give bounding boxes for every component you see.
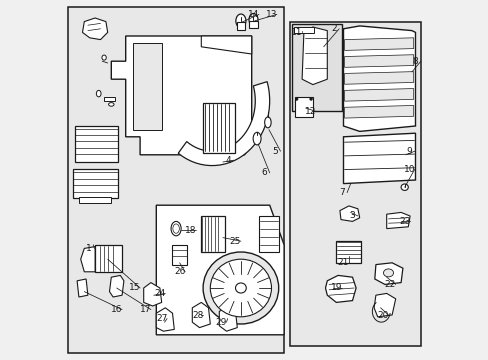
Text: 11: 11 [290,28,302,37]
Ellipse shape [203,252,278,324]
Text: 6: 6 [261,168,266,177]
Polygon shape [339,206,359,221]
Ellipse shape [383,269,393,277]
Polygon shape [343,133,415,184]
Polygon shape [133,43,162,130]
Polygon shape [111,36,251,155]
Polygon shape [156,205,284,335]
Bar [79,197,111,203]
Polygon shape [192,302,210,328]
Bar [201,216,224,252]
Polygon shape [386,212,409,229]
Text: 16: 16 [111,305,122,314]
Text: 22: 22 [384,280,395,289]
Bar [289,22,420,346]
Ellipse shape [295,98,297,100]
Polygon shape [344,72,413,84]
Polygon shape [81,247,95,272]
Ellipse shape [309,98,312,100]
Bar [258,216,278,252]
Polygon shape [109,275,123,297]
Bar [73,169,118,198]
Text: 4: 4 [225,156,231,165]
Text: 2: 2 [330,24,336,33]
Text: 15: 15 [129,284,140,292]
Polygon shape [373,293,395,317]
Polygon shape [77,279,88,297]
Text: 12: 12 [305,107,316,116]
Bar [294,27,313,33]
Bar [75,126,118,162]
Text: 18: 18 [184,226,196,235]
Polygon shape [302,27,326,85]
Ellipse shape [210,259,271,317]
Text: 21: 21 [337,258,348,267]
Ellipse shape [248,13,258,26]
Text: 7: 7 [338,188,344,197]
Ellipse shape [102,55,106,60]
Polygon shape [143,283,162,306]
Text: 10: 10 [403,165,414,174]
Ellipse shape [108,103,114,106]
Bar [236,22,244,30]
Ellipse shape [235,14,245,28]
Polygon shape [201,36,251,54]
Polygon shape [178,82,269,166]
Polygon shape [344,105,413,118]
Text: 27: 27 [156,314,167,323]
Polygon shape [344,55,413,67]
Ellipse shape [264,117,270,128]
Ellipse shape [96,90,101,97]
Text: 14: 14 [247,10,259,19]
Bar [95,245,122,272]
Polygon shape [82,18,107,40]
Text: 23: 23 [398,217,409,226]
Text: 1: 1 [86,244,92,253]
Bar [336,241,361,263]
Ellipse shape [400,184,407,190]
Polygon shape [325,275,355,302]
Polygon shape [374,263,402,284]
Ellipse shape [235,283,246,293]
Ellipse shape [171,221,181,236]
Polygon shape [343,26,415,131]
Text: 19: 19 [330,284,341,292]
Bar [203,103,235,153]
Text: 8: 8 [412,57,418,66]
Bar [104,97,115,101]
Bar [294,97,312,117]
Text: 20: 20 [377,310,388,320]
Text: 24: 24 [154,289,165,298]
Bar [291,24,341,111]
Polygon shape [344,38,413,50]
Bar [172,245,186,265]
Text: 13: 13 [265,10,277,19]
Bar [249,21,257,28]
Ellipse shape [253,132,261,145]
Text: 9: 9 [406,147,411,156]
Text: 3: 3 [349,211,355,220]
Polygon shape [219,306,237,331]
Text: 28: 28 [192,310,203,320]
Polygon shape [156,308,174,331]
Polygon shape [344,89,413,101]
Text: 26: 26 [174,267,185,276]
Text: 5: 5 [272,147,277,156]
Text: 25: 25 [229,237,241,246]
Text: 17: 17 [140,305,151,314]
Bar [68,7,284,353]
Text: 29: 29 [215,318,226,327]
